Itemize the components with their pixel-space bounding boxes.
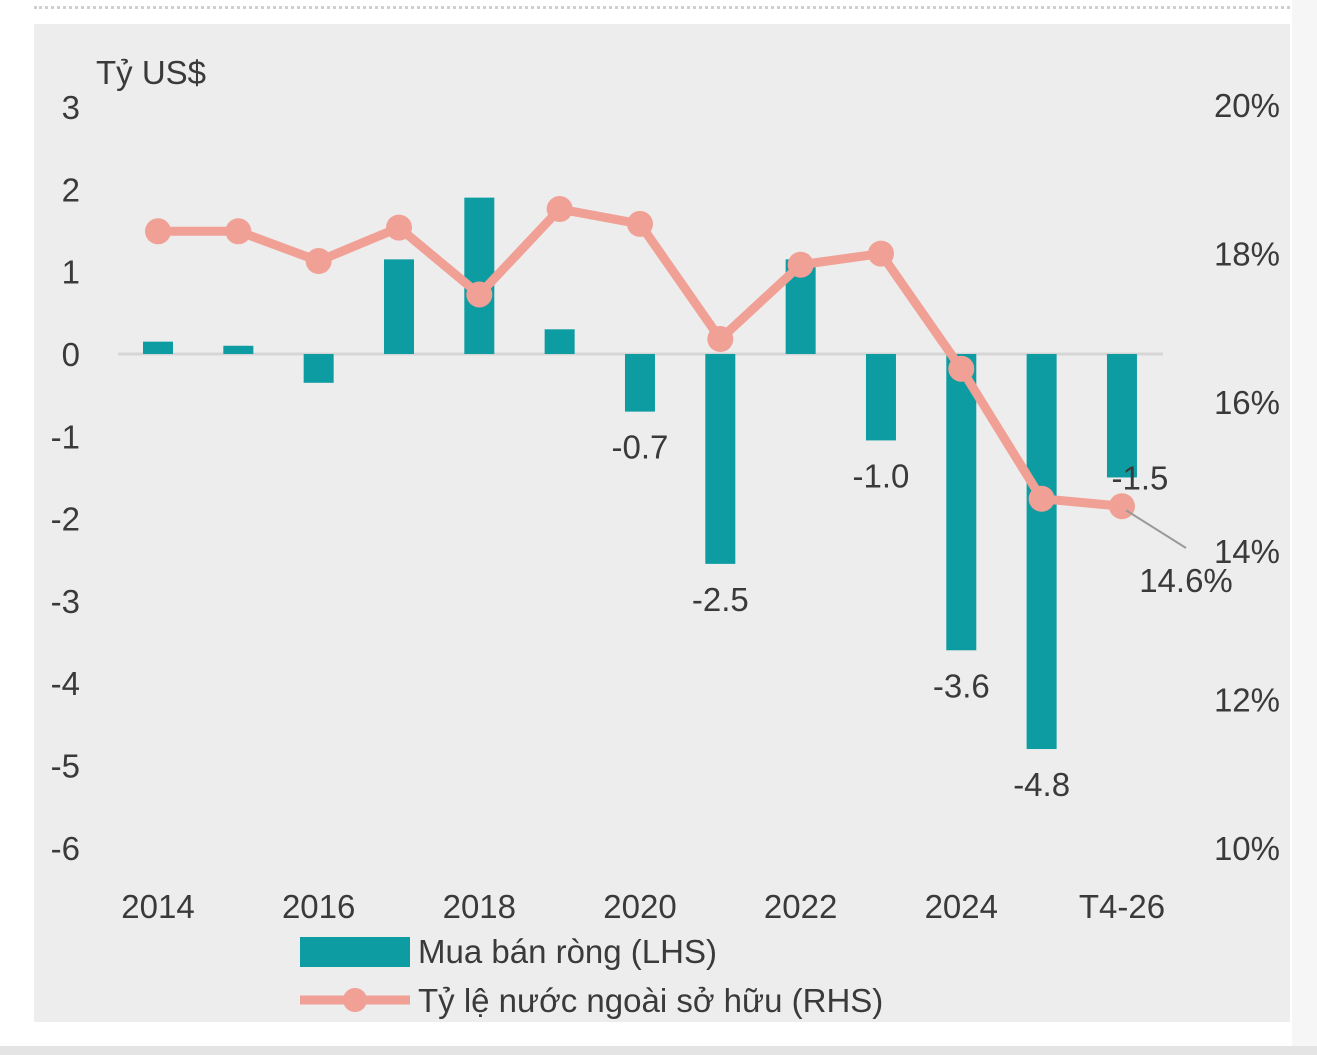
x-tick-label: 2014 [121, 888, 194, 925]
left-y-tick-label: -5 [51, 748, 80, 785]
left-y-tick-labels: 3 2 1 0 -1 -2 -3 -4 -5 -6 [51, 89, 80, 867]
chart-background [34, 24, 1290, 1022]
line-marker [1108, 493, 1135, 520]
legend-swatch-marker [343, 988, 367, 1012]
bar [1026, 354, 1057, 750]
x-tick-label: 2020 [603, 888, 676, 925]
line-label-leader [1125, 509, 1187, 549]
legend: Mua bán ròng (LHS) Tỷ lệ nước ngoài sở h… [300, 933, 883, 1019]
line-marker [626, 210, 653, 237]
bar [624, 354, 655, 412]
line-marker [1028, 485, 1055, 512]
bar [143, 341, 173, 354]
bar-data-label: -1.5 [1112, 459, 1169, 496]
line-marker [707, 326, 734, 353]
bar-series [143, 197, 1137, 750]
x-tick-label: 2022 [764, 888, 837, 925]
line-marker [305, 248, 332, 275]
bottom-edge-strip [0, 1046, 1317, 1055]
bar-data-label: -3.6 [933, 667, 990, 704]
bar [544, 329, 575, 354]
right-y-tick-label: 18% [1214, 236, 1280, 273]
bar [464, 197, 495, 354]
line-marker [787, 251, 814, 278]
left-y-tick-label: -4 [51, 665, 80, 702]
x-tick-label: T4-26 [1079, 888, 1165, 925]
x-tick-label: 2024 [925, 888, 998, 925]
left-y-tick-label: 0 [62, 336, 80, 373]
bar-data-label: -1.0 [853, 457, 910, 494]
line-marker [145, 218, 171, 245]
bar [383, 259, 414, 354]
bar [705, 354, 736, 564]
line-marker [385, 214, 412, 241]
right-y-tick-labels: 20% 18% 16% 14% 12% 10% [1214, 87, 1280, 867]
x-tick-label: 2018 [443, 888, 516, 925]
x-tick-label: 2016 [282, 888, 355, 925]
legend-label-line: Tỷ lệ nước ngoài sở hữu (RHS) [418, 982, 883, 1019]
bar-data-label: -4.8 [1013, 766, 1070, 803]
left-y-tick-label: 1 [62, 254, 80, 291]
left-y-tick-label: -6 [51, 830, 80, 867]
left-y-tick-label: -3 [51, 583, 80, 620]
legend-label-bar: Mua bán ròng (LHS) [418, 933, 717, 970]
top-dotted-divider [34, 6, 1290, 9]
left-y-tick-label: 3 [62, 89, 80, 126]
right-y-tick-label: 14% [1214, 533, 1280, 570]
right-y-tick-label: 10% [1214, 830, 1280, 867]
line-marker [225, 218, 252, 245]
bar [946, 354, 977, 651]
line-data-label: 14.6% [1139, 562, 1233, 599]
left-y-tick-label: -2 [51, 501, 80, 538]
left-y-tick-label: 2 [62, 171, 80, 208]
bar [1106, 354, 1137, 478]
legend-swatch-bar [300, 937, 410, 967]
right-y-tick-label: 12% [1214, 681, 1280, 718]
x-tick-labels: 2014 2016 2018 2020 2022 2024 T4-26 [121, 888, 1165, 925]
bar-data-label: -2.5 [692, 581, 749, 618]
bar [223, 345, 254, 354]
y-axis-unit-label: Tỷ US$ [96, 54, 206, 91]
bar [865, 354, 896, 441]
bar [303, 354, 334, 383]
line-marker [546, 196, 573, 223]
right-y-tick-label: 16% [1214, 384, 1280, 421]
right-y-tick-label: 20% [1214, 87, 1280, 124]
bar-data-label: -0.7 [612, 429, 669, 466]
left-y-tick-label: -1 [51, 418, 80, 455]
line-marker [466, 281, 493, 308]
line-marker [948, 355, 975, 382]
line-marker [867, 240, 894, 267]
right-edge-strip [1292, 0, 1317, 1046]
data-labels: -0.7 -2.5 -1.0 -3.6 -4.8 -1.5 14.6% [612, 429, 1233, 803]
